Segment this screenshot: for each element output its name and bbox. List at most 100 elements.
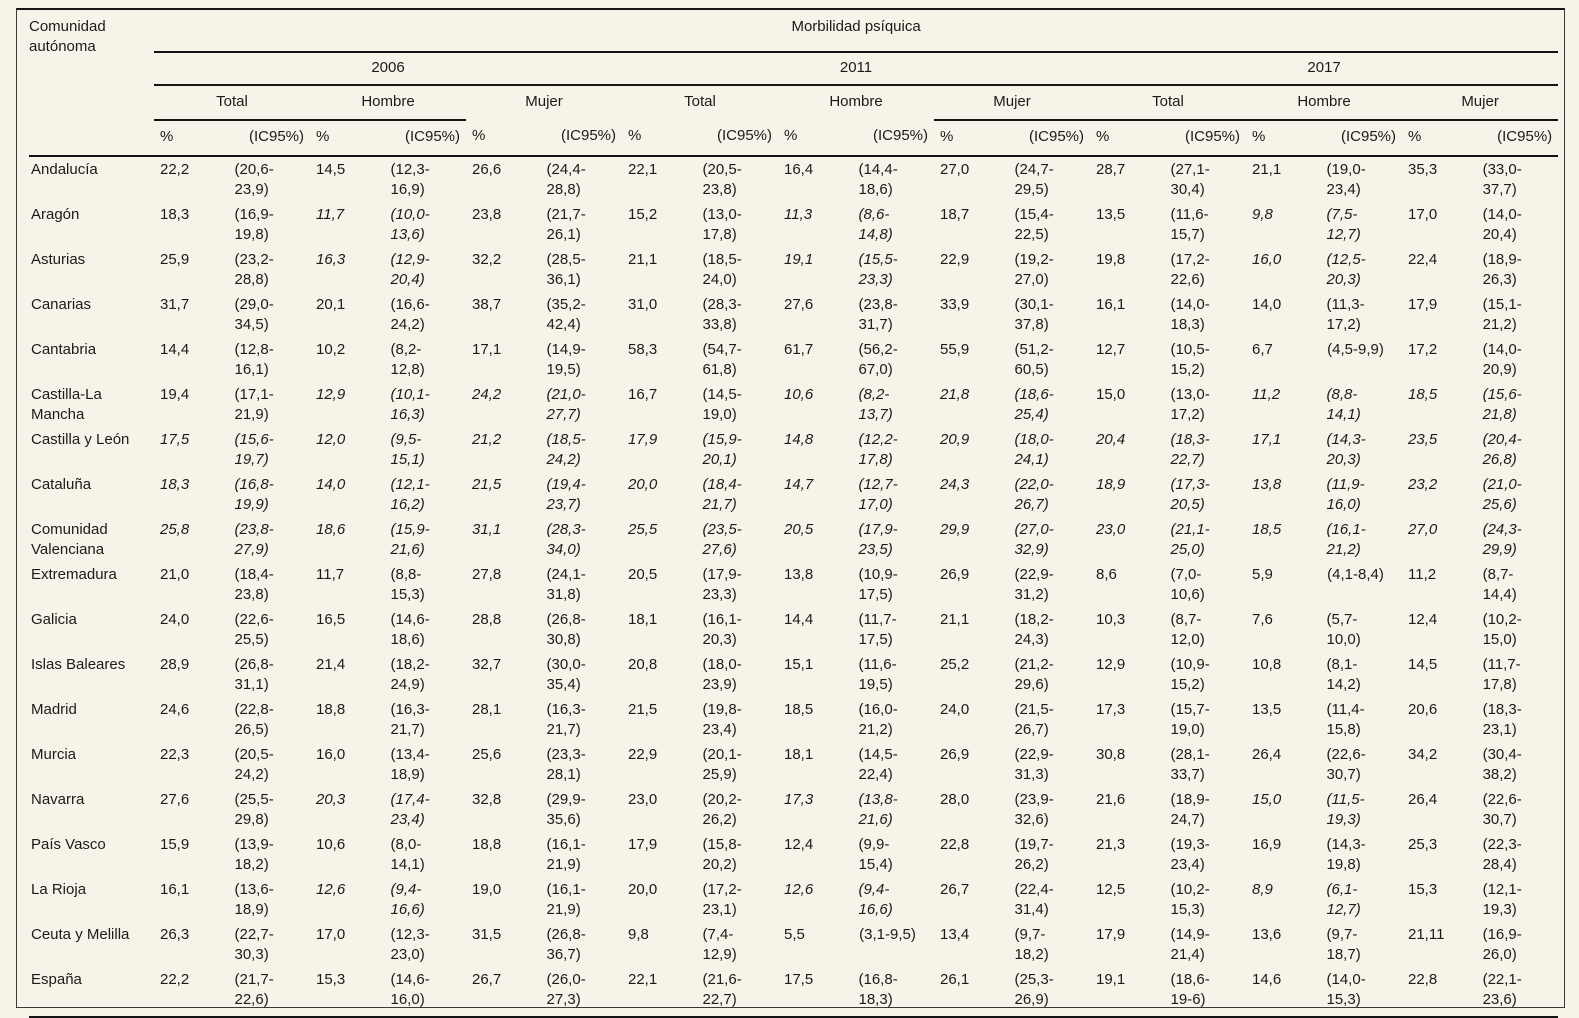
ci-cell: (9,9-15,4) [858, 836, 893, 873]
pct-cell: 14,4 [784, 611, 814, 628]
ci-header: (IC95%) [841, 120, 934, 157]
pct-cell: 19,0 [472, 881, 502, 898]
ci-cell: (18,4-23,8) [234, 566, 274, 603]
pct-cell: 24,3 [940, 476, 970, 493]
ci-cell: (8,7-12,0) [1170, 611, 1205, 648]
ci-cell: (22,3-28,4) [1482, 836, 1522, 873]
pct-cell: 17,9 [1096, 926, 1126, 943]
ci-cell: (22,7-30,3) [234, 926, 274, 963]
pct-cell: 13,8 [784, 566, 814, 583]
pct-cell: 22,8 [940, 836, 970, 853]
region-cell: Castilla-La Mancha [31, 386, 102, 423]
ci-cell: (23,9-32,6) [1014, 791, 1054, 828]
ci-cell: (16,1-21,2) [1326, 521, 1366, 558]
pct-cell: 6,7 [1252, 341, 1273, 358]
ci-cell: (12,5-20,3) [1326, 251, 1366, 288]
pct-cell: 22,9 [940, 251, 970, 268]
ci-cell: (21,2-29,6) [1014, 656, 1054, 693]
ci-cell: (8,7-14,4) [1482, 566, 1517, 603]
region-cell: Cataluña [31, 476, 92, 493]
ci-cell: (14,0-18,3) [1170, 296, 1210, 333]
pct-cell: 21,5 [472, 476, 502, 493]
pct-cell: 13,5 [1252, 701, 1282, 718]
ci-cell: (18,3-22,7) [1170, 431, 1210, 468]
ci-cell: (22,9-31,3) [1014, 746, 1054, 783]
ci-cell: (10,2-15,0) [1482, 611, 1522, 648]
ci-cell: (20,6-23,9) [234, 161, 274, 198]
region-cell: Castilla y León [31, 431, 130, 448]
pct-cell: 13,8 [1252, 476, 1282, 493]
ci-cell: (17,2-23,1) [702, 881, 742, 918]
pct-cell: 13,4 [940, 926, 970, 943]
ci-cell: (28,1-33,7) [1170, 746, 1210, 783]
pct-cell: 21,1 [1252, 161, 1282, 178]
ci-cell: (13,8-21,6) [858, 791, 898, 828]
pct-cell: 33,9 [940, 296, 970, 313]
ci-cell: (21,0-25,6) [1482, 476, 1522, 513]
pct-cell: 13,6 [1252, 926, 1282, 943]
pct-cell: 24,0 [940, 701, 970, 718]
ci-cell: (12,1-19,3) [1482, 881, 1522, 918]
pct-cell: 12,4 [784, 836, 814, 853]
pct-cell: 30,8 [1096, 746, 1126, 763]
pct-cell: 32,7 [472, 656, 502, 673]
table-row: País Vasco 15,9 (13,9-18,2) 10,6 (8,0-14,1) 1… [29, 832, 1558, 877]
region-cell: Extremadura [31, 566, 117, 583]
ci-cell: (54,7-61,8) [702, 341, 742, 378]
ci-cell: (9,5-15,1) [390, 431, 425, 468]
pct-cell: 23,5 [1408, 431, 1438, 448]
ci-cell: (10,2-15,3) [1170, 881, 1210, 918]
pct-cell: 18,1 [628, 611, 658, 628]
ci-cell: (9,7-18,7) [1326, 926, 1361, 963]
pct-cell: 26,3 [160, 926, 190, 943]
region-cell: España [29, 967, 154, 1018]
ci-header: (IC95%) [1309, 120, 1402, 157]
table-row: España 22,2 (21,7-22,6) 15,3 (14,6-16,0) 26,7… [29, 967, 1559, 1018]
ci-cell: (20,5-24,2) [234, 746, 274, 783]
ci-cell: (18,5-24,0) [702, 251, 742, 288]
table-title: Morbilidad psíquica [154, 10, 1559, 53]
ci-cell: (16,9-19,8) [234, 206, 274, 243]
pct-cell: 16,9 [1252, 836, 1282, 853]
ci-cell: (22,4-31,4) [1014, 881, 1054, 918]
pct-cell: 13,5 [1096, 206, 1126, 223]
ci-cell: (24,7-29,5) [1014, 161, 1054, 198]
region-cell: Aragón [31, 206, 80, 223]
ci-cell: (23,8-31,7) [858, 296, 898, 333]
ci-cell: (11,5-19,3) [1326, 791, 1365, 828]
pct-cell: 23,0 [1096, 521, 1126, 538]
ci-cell: (21,1-25,0) [1170, 521, 1210, 558]
header-row-groups: Total Hombre Mujer Total Hombre Mujer Total Hom… [29, 85, 1559, 121]
pct-cell: 31,5 [472, 926, 502, 943]
ci-cell: (14,5-19,0) [702, 386, 742, 423]
group-header-2017-total: Total [1090, 85, 1246, 121]
pct-cell: 18,9 [1096, 476, 1126, 493]
ci-cell: (6,1-12,7) [1326, 881, 1361, 918]
ci-header: (IC95%) [217, 120, 310, 157]
ci-cell: (16,1-21,9) [546, 836, 586, 873]
ci-cell: (17,2-22,6) [1170, 251, 1210, 288]
ci-cell: (11,6-15,7) [1170, 206, 1209, 243]
region-cell: Canarias [31, 296, 92, 313]
ci-cell: (25,3-26,9) [997, 967, 1090, 1018]
pct-cell: 27,0 [940, 161, 970, 178]
pct-cell: 28,8 [472, 611, 502, 628]
pct-cell: 27,6 [160, 791, 190, 808]
ci-cell: (21,0-27,7) [546, 386, 586, 423]
pct-cell: 14,4 [160, 341, 190, 358]
pct-cell: 14,6 [1246, 967, 1309, 1018]
ci-cell: (21,7-26,1) [546, 206, 586, 243]
pct-cell: 24,6 [160, 701, 190, 718]
pct-cell: 26,7 [940, 881, 970, 898]
pct-cell: 22,2 [154, 967, 217, 1018]
pct-cell: 28,0 [940, 791, 970, 808]
table-row: Cantabria 14,4 (12,8-16,1) 10,2 (8,2-12,8) 17… [29, 337, 1558, 382]
pct-cell: 11,2 [1252, 386, 1281, 403]
ci-cell: (14,3-19,8) [1326, 836, 1366, 873]
table-row: Castilla y León 17,5 (15,6-19,7) 12,0 (9,5-1… [29, 427, 1558, 472]
pct-cell: 16,3 [316, 251, 346, 268]
pct-cell: 28,9 [160, 656, 190, 673]
ci-cell: (26,8-36,7) [546, 926, 586, 963]
ci-cell: (14,4-18,6) [858, 161, 898, 198]
